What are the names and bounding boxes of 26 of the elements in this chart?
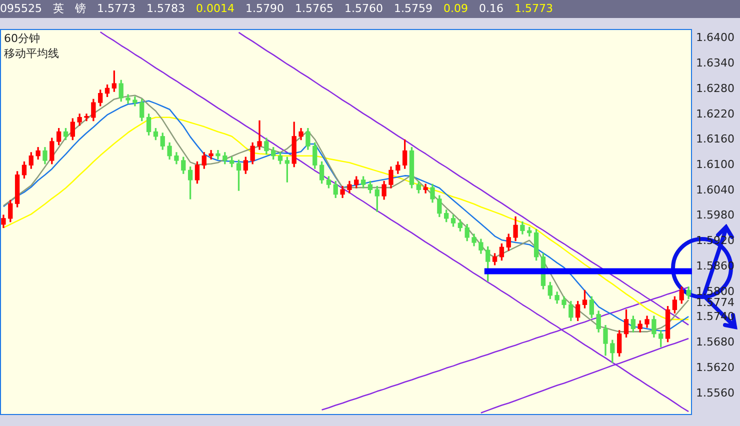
text: 1.5773 xyxy=(514,2,553,15)
y-tick-label: 1.5980 xyxy=(696,208,734,222)
y-tick-label: 1.6100 xyxy=(696,158,734,171)
chart-title: 60分钟 xyxy=(4,31,41,46)
y-tick-label: 1.6220 xyxy=(696,107,734,120)
text: 0.0014 xyxy=(196,2,234,15)
text: 英 xyxy=(53,2,64,15)
y-tick-label: 1.6040 xyxy=(696,183,734,196)
y-tick-label: 1.6340 xyxy=(696,56,734,70)
text: 1.5765 xyxy=(295,2,334,15)
y-tick-label: 1.6160 xyxy=(696,132,734,146)
y-tick-label: 1.6280 xyxy=(696,82,734,95)
text: 移动平均线 xyxy=(4,46,59,61)
text: 1.5783 xyxy=(146,2,185,15)
text: 镑 xyxy=(75,2,86,15)
y-tick-label: 1.5560 xyxy=(696,386,734,400)
text: 1.5790 xyxy=(246,2,284,15)
text: 095525 xyxy=(0,2,42,15)
y-tick-label: 1.5680 xyxy=(696,336,734,349)
y-tick-label: 1.5620 xyxy=(696,360,734,374)
text: 1.5760 xyxy=(344,2,383,15)
text: 0.09 xyxy=(444,2,468,15)
y-tick-label: 1.6400 xyxy=(696,31,734,44)
text: 0.16 xyxy=(479,2,504,15)
text: 1.5773 xyxy=(97,2,136,15)
text: 1.5759 xyxy=(394,2,432,15)
